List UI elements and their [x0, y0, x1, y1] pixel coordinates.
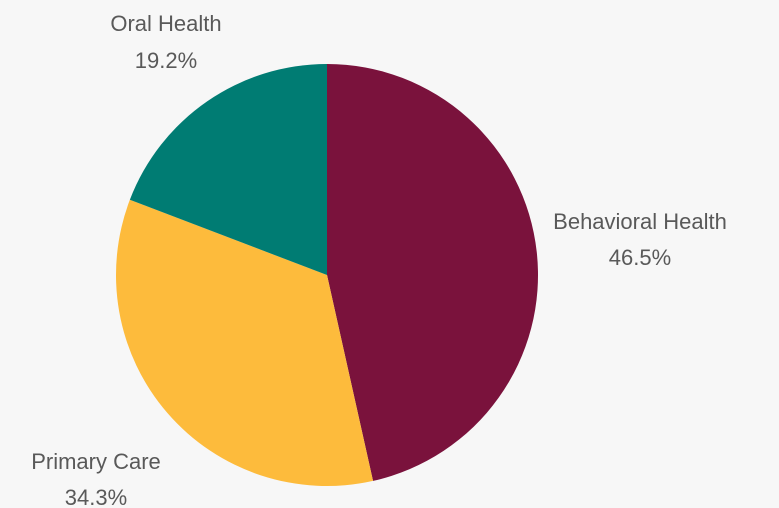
- slice-label-name-oral-health: Oral Health: [110, 11, 221, 36]
- slice-label-value-behavioral-health: 46.5%: [609, 245, 671, 270]
- pie-slices: [116, 64, 539, 487]
- slice-oral-health: [129, 64, 327, 275]
- slice-label-value-primary-care: 34.3%: [65, 485, 127, 508]
- slice-label-name-behavioral-health: Behavioral Health: [553, 209, 727, 234]
- slice-label-name-primary-care: Primary Care: [31, 449, 161, 474]
- slice-label-value-oral-health: 19.2%: [135, 48, 197, 73]
- slice-primary-care: [116, 199, 374, 487]
- slice-behavioral-health: [327, 64, 539, 481]
- pie-labels: Behavioral Health 46.5% Primary Care 34.3% O…: [31, 11, 727, 508]
